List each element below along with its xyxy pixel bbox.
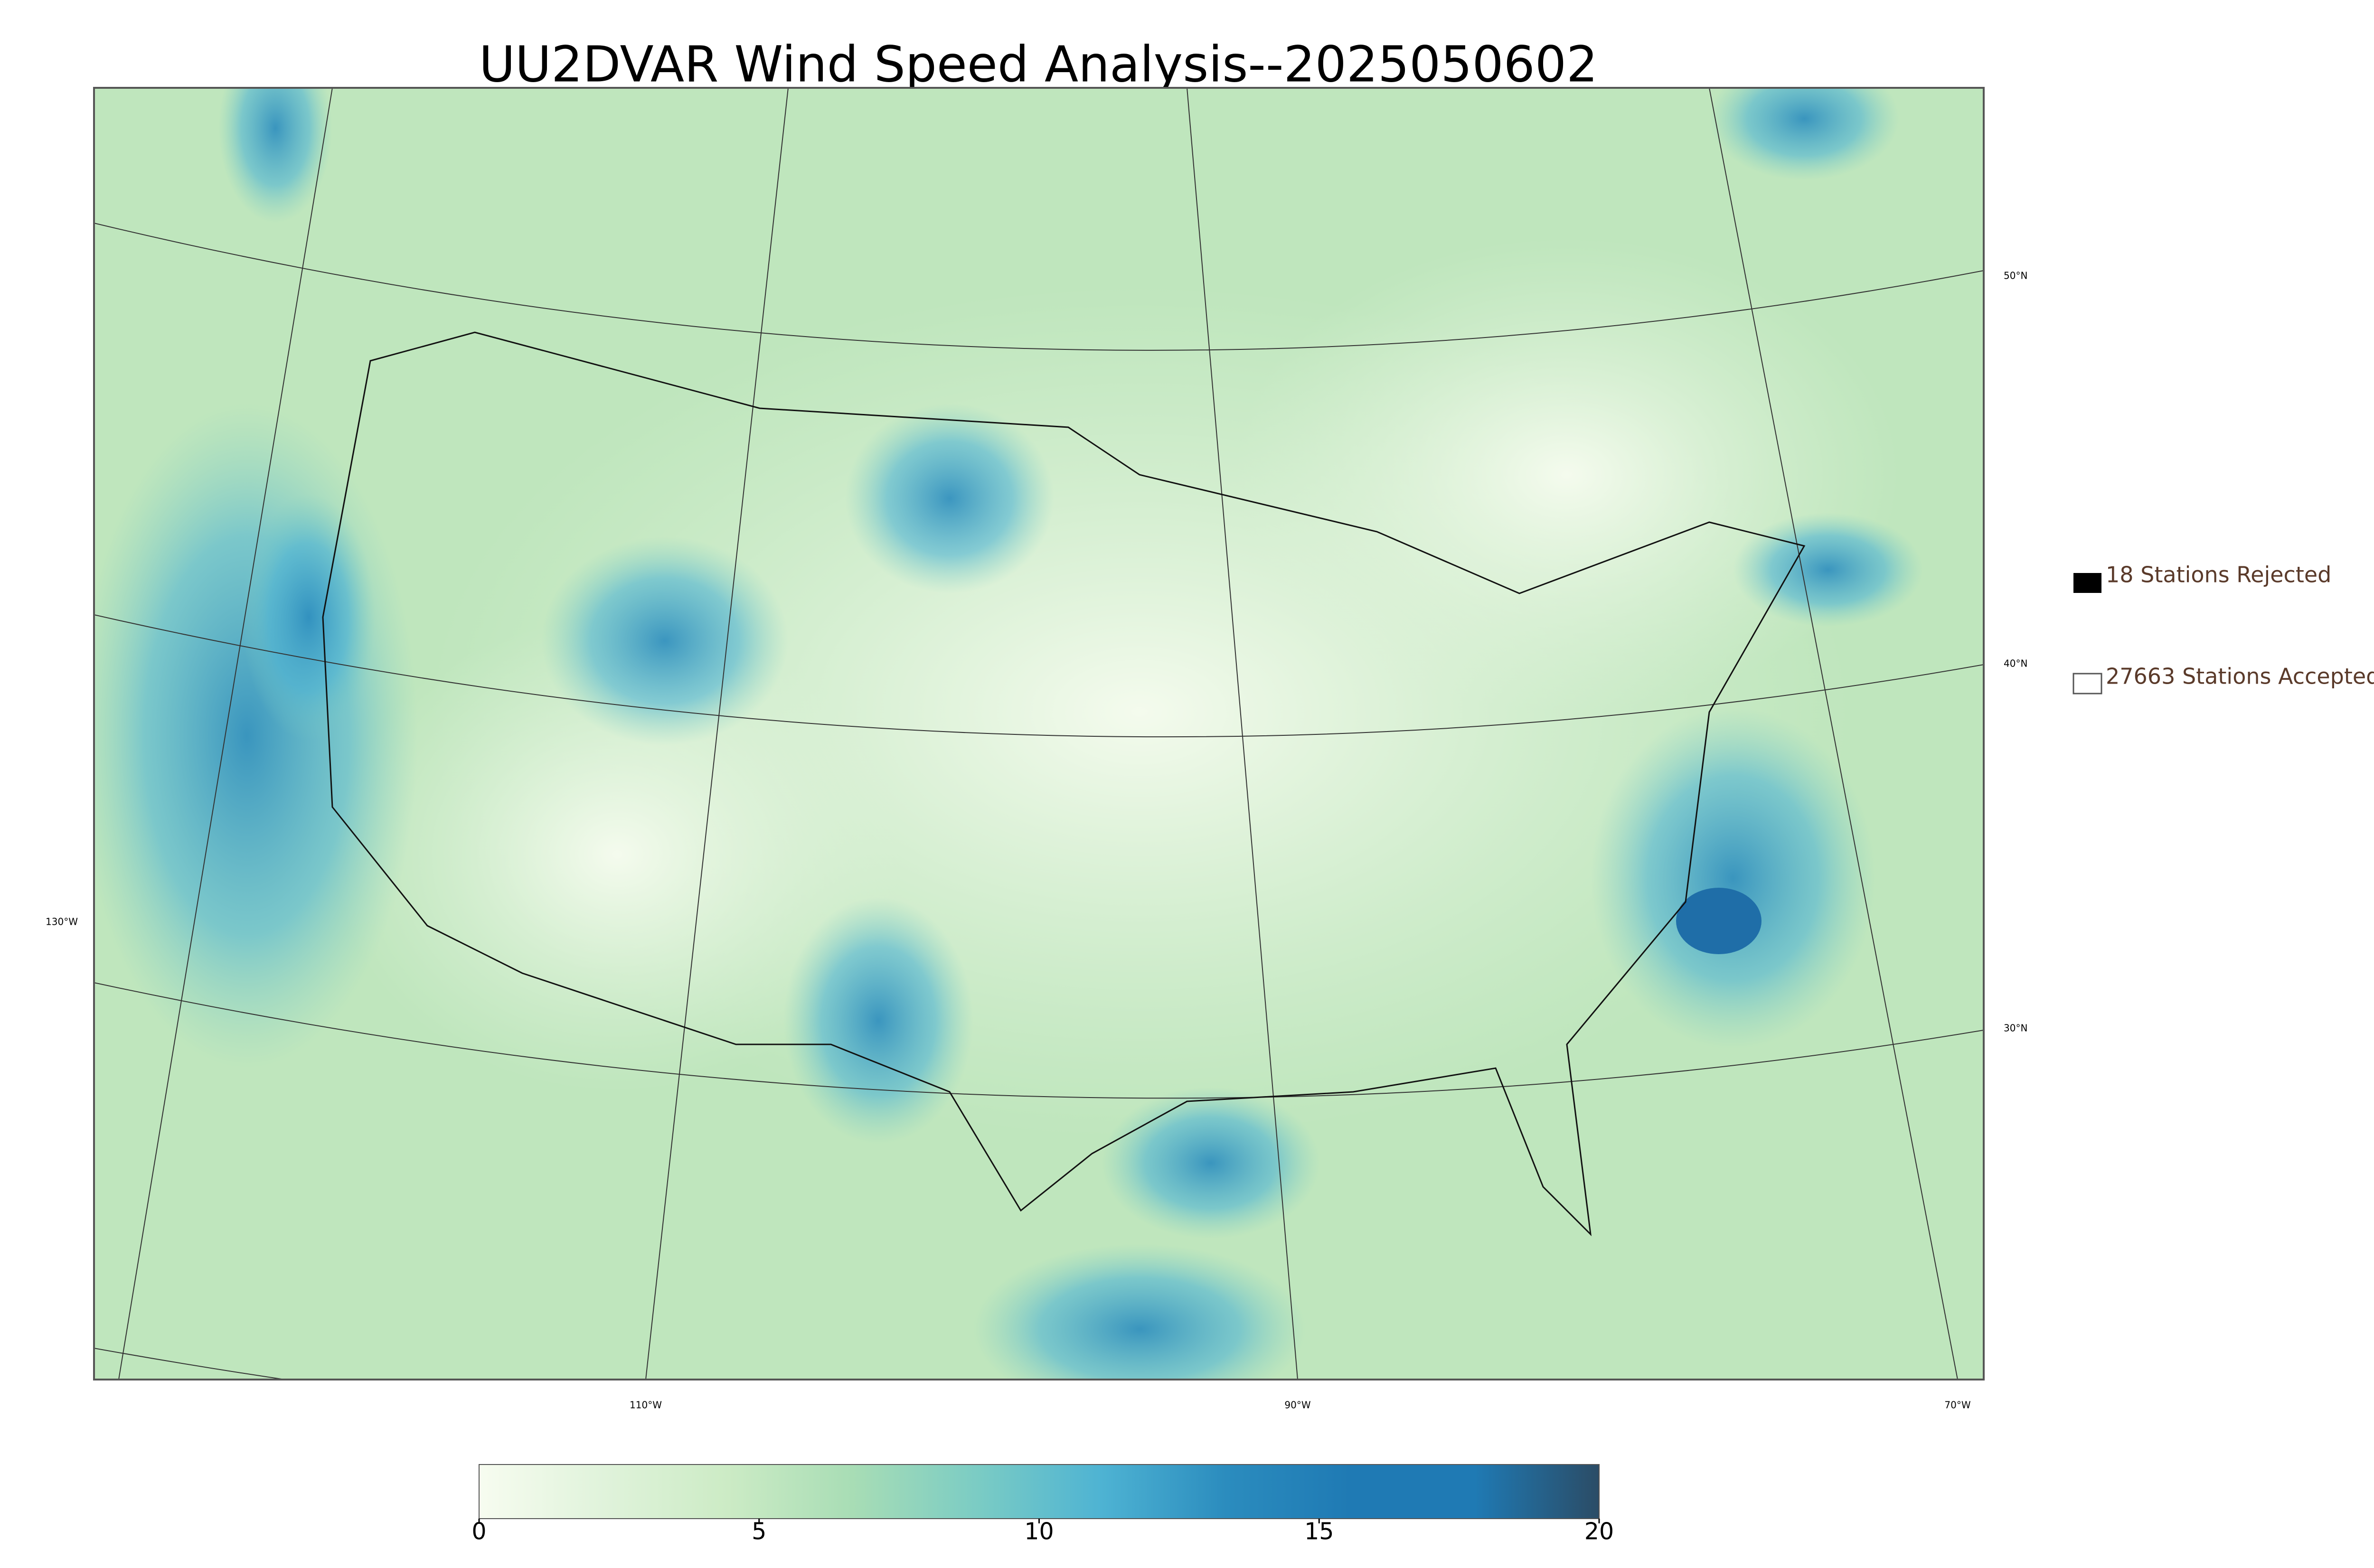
accepted-marker <box>2073 673 2102 695</box>
colorbar: 0 5 10 15 20 <box>471 1464 1614 1545</box>
rejected-marker <box>2073 573 2101 593</box>
lat-label: 50°N <box>2004 270 2027 282</box>
colorbar-tick-label: 10 <box>1024 1518 1054 1545</box>
colorbar-tick-label: 20 <box>1584 1518 1614 1545</box>
lon-label: 130°W <box>46 916 78 928</box>
map <box>94 88 1984 1380</box>
colorbar-tick-label: 5 <box>752 1518 766 1545</box>
legend-label: 18 Stations Rejected <box>2106 562 2331 588</box>
lon-label: 110°W <box>630 1399 662 1411</box>
legend-label: 27663 Stations Accepted <box>2106 664 2374 689</box>
colorbar-tick-label: 0 <box>471 1518 486 1545</box>
colorbar-fill <box>479 1464 1600 1519</box>
lon-label: 90°W <box>1284 1399 1310 1411</box>
lat-label: 40°N <box>2004 658 2027 669</box>
lon-label: 70°W <box>1944 1399 1970 1411</box>
title: UU2DVAR Wind Speed Analysis--2025050602 <box>479 35 1598 93</box>
map-frame <box>93 87 1985 1380</box>
lat-label: 30°N <box>2004 1023 2027 1034</box>
colorbar-tick-label: 15 <box>1304 1518 1334 1545</box>
